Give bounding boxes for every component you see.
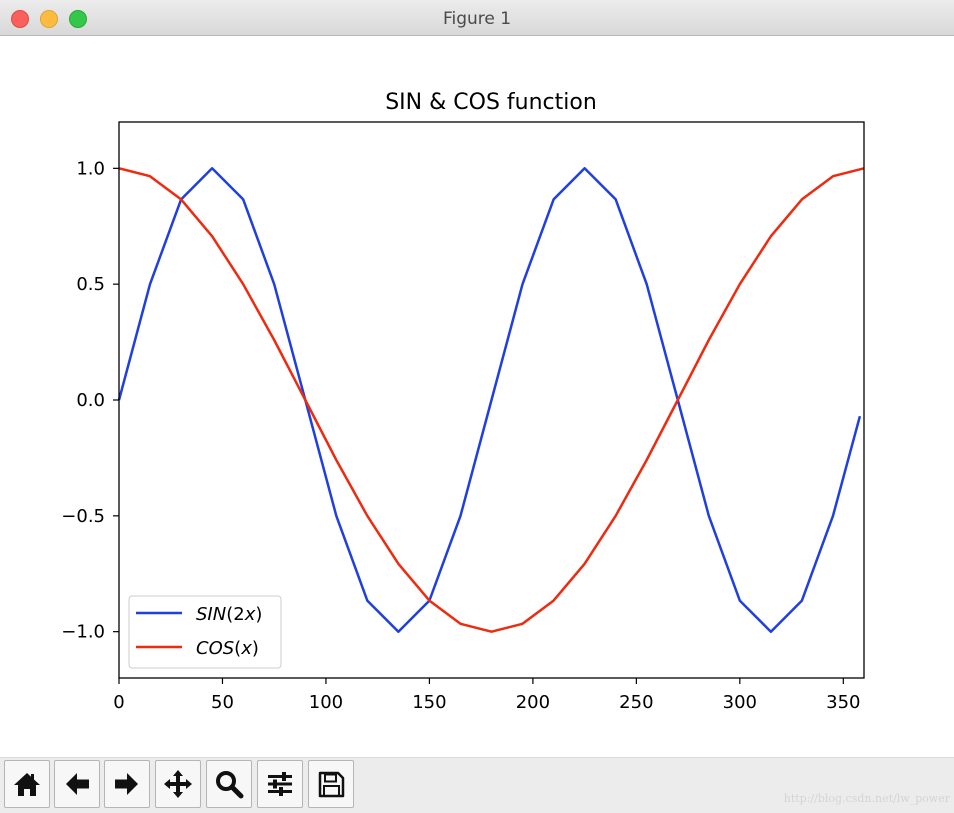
window-titlebar: Figure 1: [0, 0, 954, 36]
y-tick-label: 0.0: [76, 390, 105, 411]
save-button[interactable]: [308, 760, 354, 808]
zoom-icon: [216, 771, 244, 799]
back-button[interactable]: [54, 760, 100, 808]
legend: SIN(2x) COS(x): [128, 595, 282, 669]
x-tick-label: 50: [211, 692, 234, 713]
home-icon: [14, 773, 40, 796]
minimize-window-button[interactable]: [40, 10, 58, 28]
save-icon: [318, 771, 345, 798]
close-window-button[interactable]: [11, 10, 29, 28]
pan-button[interactable]: [155, 760, 201, 808]
zoom-button[interactable]: [206, 760, 252, 808]
x-tick-label: 0: [113, 692, 124, 713]
x-tick-label: 300: [723, 692, 757, 713]
sin-series-line: [117, 167, 862, 633]
y-axis: 1.0 0.5 0.0 −0.5 −1.0: [61, 158, 119, 643]
watermark-text: http://blog.csdn.net/lw_power: [783, 792, 950, 805]
x-tick-label: 350: [826, 692, 860, 713]
y-tick-label: −0.5: [61, 506, 105, 527]
back-arrow-icon: [66, 773, 89, 795]
window-title: Figure 1: [442, 9, 512, 29]
x-tick-label: 250: [619, 692, 653, 713]
pan-icon: [164, 770, 192, 798]
legend-label-sin: SIN(2x): [196, 604, 262, 625]
subplots-config-icon: [268, 772, 292, 796]
y-tick-label: 1.0: [76, 158, 105, 179]
chart-title: SIN & COS function: [385, 90, 597, 115]
configure-subplots-button[interactable]: [257, 760, 303, 808]
x-tick-label: 100: [309, 692, 343, 713]
maximize-window-button[interactable]: [69, 10, 87, 28]
x-tick-label: 150: [412, 692, 446, 713]
forward-button[interactable]: [104, 760, 150, 808]
legend-label-cos: COS(x): [196, 638, 259, 659]
x-axis: 0 50 100 150 200 250 300 350: [113, 678, 860, 713]
chart: SIN & COS function 0 50 100 150 200 250 300 350…: [61, 90, 865, 713]
cos-series-line: [118, 167, 865, 633]
x-tick-label: 200: [516, 692, 550, 713]
series-layer: [117, 167, 865, 633]
navigation-toolbar: http://blog.csdn.net/lw_power: [0, 757, 954, 813]
home-button[interactable]: [4, 760, 50, 808]
y-tick-label: −1.0: [61, 622, 105, 643]
forward-arrow-icon: [115, 773, 138, 795]
y-tick-label: 0.5: [76, 274, 105, 295]
